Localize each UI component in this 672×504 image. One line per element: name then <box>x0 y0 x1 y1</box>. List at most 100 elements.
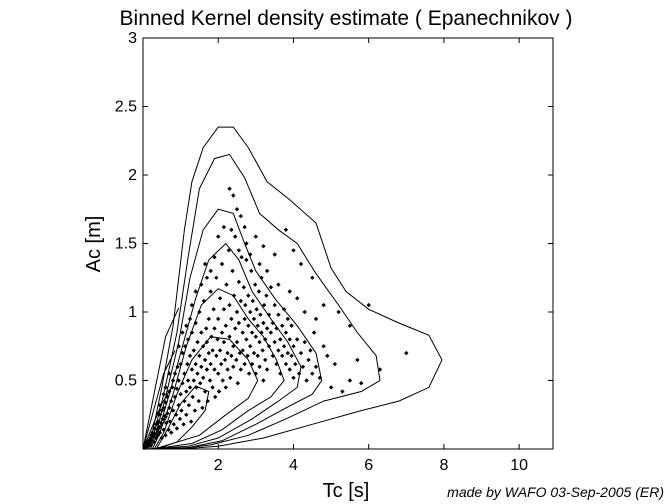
data-point <box>170 378 176 383</box>
data-point <box>169 430 174 435</box>
data-point <box>179 408 184 413</box>
data-point <box>293 361 298 367</box>
data-point <box>195 339 200 345</box>
data-point <box>272 339 277 345</box>
data-point <box>242 316 247 322</box>
data-point <box>287 367 292 372</box>
data-point <box>172 371 178 376</box>
data-point <box>268 330 274 335</box>
data-point <box>155 411 161 416</box>
plot-area <box>142 37 554 450</box>
data-point <box>302 309 307 315</box>
x-tick-label: 8 <box>439 457 448 474</box>
data-point <box>289 323 294 328</box>
data-points <box>142 186 409 450</box>
data-point <box>257 339 262 345</box>
data-point <box>276 312 281 317</box>
data-point <box>152 431 158 437</box>
data-point <box>176 344 181 349</box>
data-point <box>304 378 309 383</box>
data-point <box>317 375 322 380</box>
data-point <box>186 403 192 408</box>
data-point <box>266 344 272 349</box>
data-point <box>245 353 250 358</box>
data-point <box>201 375 206 380</box>
data-point <box>202 261 208 267</box>
data-point <box>217 296 223 301</box>
data-point <box>258 312 263 317</box>
data-point <box>185 361 190 367</box>
data-point <box>234 357 239 363</box>
data-point <box>238 367 243 372</box>
data-point <box>181 422 186 427</box>
data-point <box>217 348 223 353</box>
data-point <box>180 381 185 386</box>
data-point <box>264 268 270 274</box>
y-axis-label: Ac [m] <box>83 216 105 273</box>
data-point <box>182 344 188 349</box>
data-point <box>220 378 225 383</box>
chart-title: Binned Kernel density estimate ( Epanech… <box>120 7 573 30</box>
data-point <box>231 293 237 298</box>
data-point <box>161 405 166 411</box>
data-point <box>244 241 249 246</box>
data-point <box>185 337 191 342</box>
x-axis-label: Tc [s] <box>323 480 370 502</box>
data-point <box>169 398 174 404</box>
data-point <box>219 361 224 367</box>
data-point <box>193 361 198 367</box>
data-point <box>257 364 262 369</box>
data-point <box>291 375 296 380</box>
data-point <box>227 186 232 191</box>
data-point <box>347 378 353 383</box>
data-point <box>250 298 255 304</box>
data-point <box>264 367 270 372</box>
data-point <box>278 371 283 376</box>
data-point <box>306 357 311 363</box>
data-point <box>253 234 258 239</box>
data-point <box>310 275 315 280</box>
data-point <box>197 309 202 315</box>
data-point <box>283 227 289 232</box>
data-point <box>234 207 240 212</box>
data-point <box>253 371 258 376</box>
data-point <box>295 337 300 342</box>
data-point <box>287 289 292 294</box>
data-point <box>229 227 234 232</box>
data-point <box>289 353 294 358</box>
data-point <box>157 412 163 417</box>
data-point <box>332 361 337 367</box>
data-point <box>276 282 281 287</box>
data-point <box>178 392 183 397</box>
data-point <box>200 405 205 411</box>
data-point <box>171 422 176 427</box>
data-point <box>285 316 290 322</box>
data-point <box>244 257 249 263</box>
data-point <box>204 367 210 372</box>
data-point <box>298 261 304 267</box>
data-point <box>207 378 213 383</box>
data-point <box>182 371 187 376</box>
data-point <box>219 330 225 335</box>
data-point <box>228 375 233 380</box>
data-point <box>264 326 270 331</box>
data-point <box>201 298 207 304</box>
data-point <box>163 433 168 438</box>
data-point <box>310 371 315 376</box>
data-point <box>266 312 272 317</box>
data-point <box>263 357 268 363</box>
data-point <box>285 350 290 356</box>
data-point <box>216 316 221 322</box>
data-point <box>278 337 283 342</box>
data-point <box>325 353 330 358</box>
data-point <box>157 403 163 408</box>
data-point <box>261 378 266 383</box>
credit-text: made by WAFO 03-Sep-2005 (ER) <box>447 484 664 500</box>
data-point <box>280 323 285 328</box>
y-axis-ticks: 0.5 1 1.5 2 2.5 3 <box>115 30 553 390</box>
data-point <box>161 427 166 432</box>
data-point <box>234 309 240 315</box>
x-tick-label: 10 <box>510 457 528 474</box>
data-point <box>187 316 193 322</box>
data-point <box>233 234 238 239</box>
